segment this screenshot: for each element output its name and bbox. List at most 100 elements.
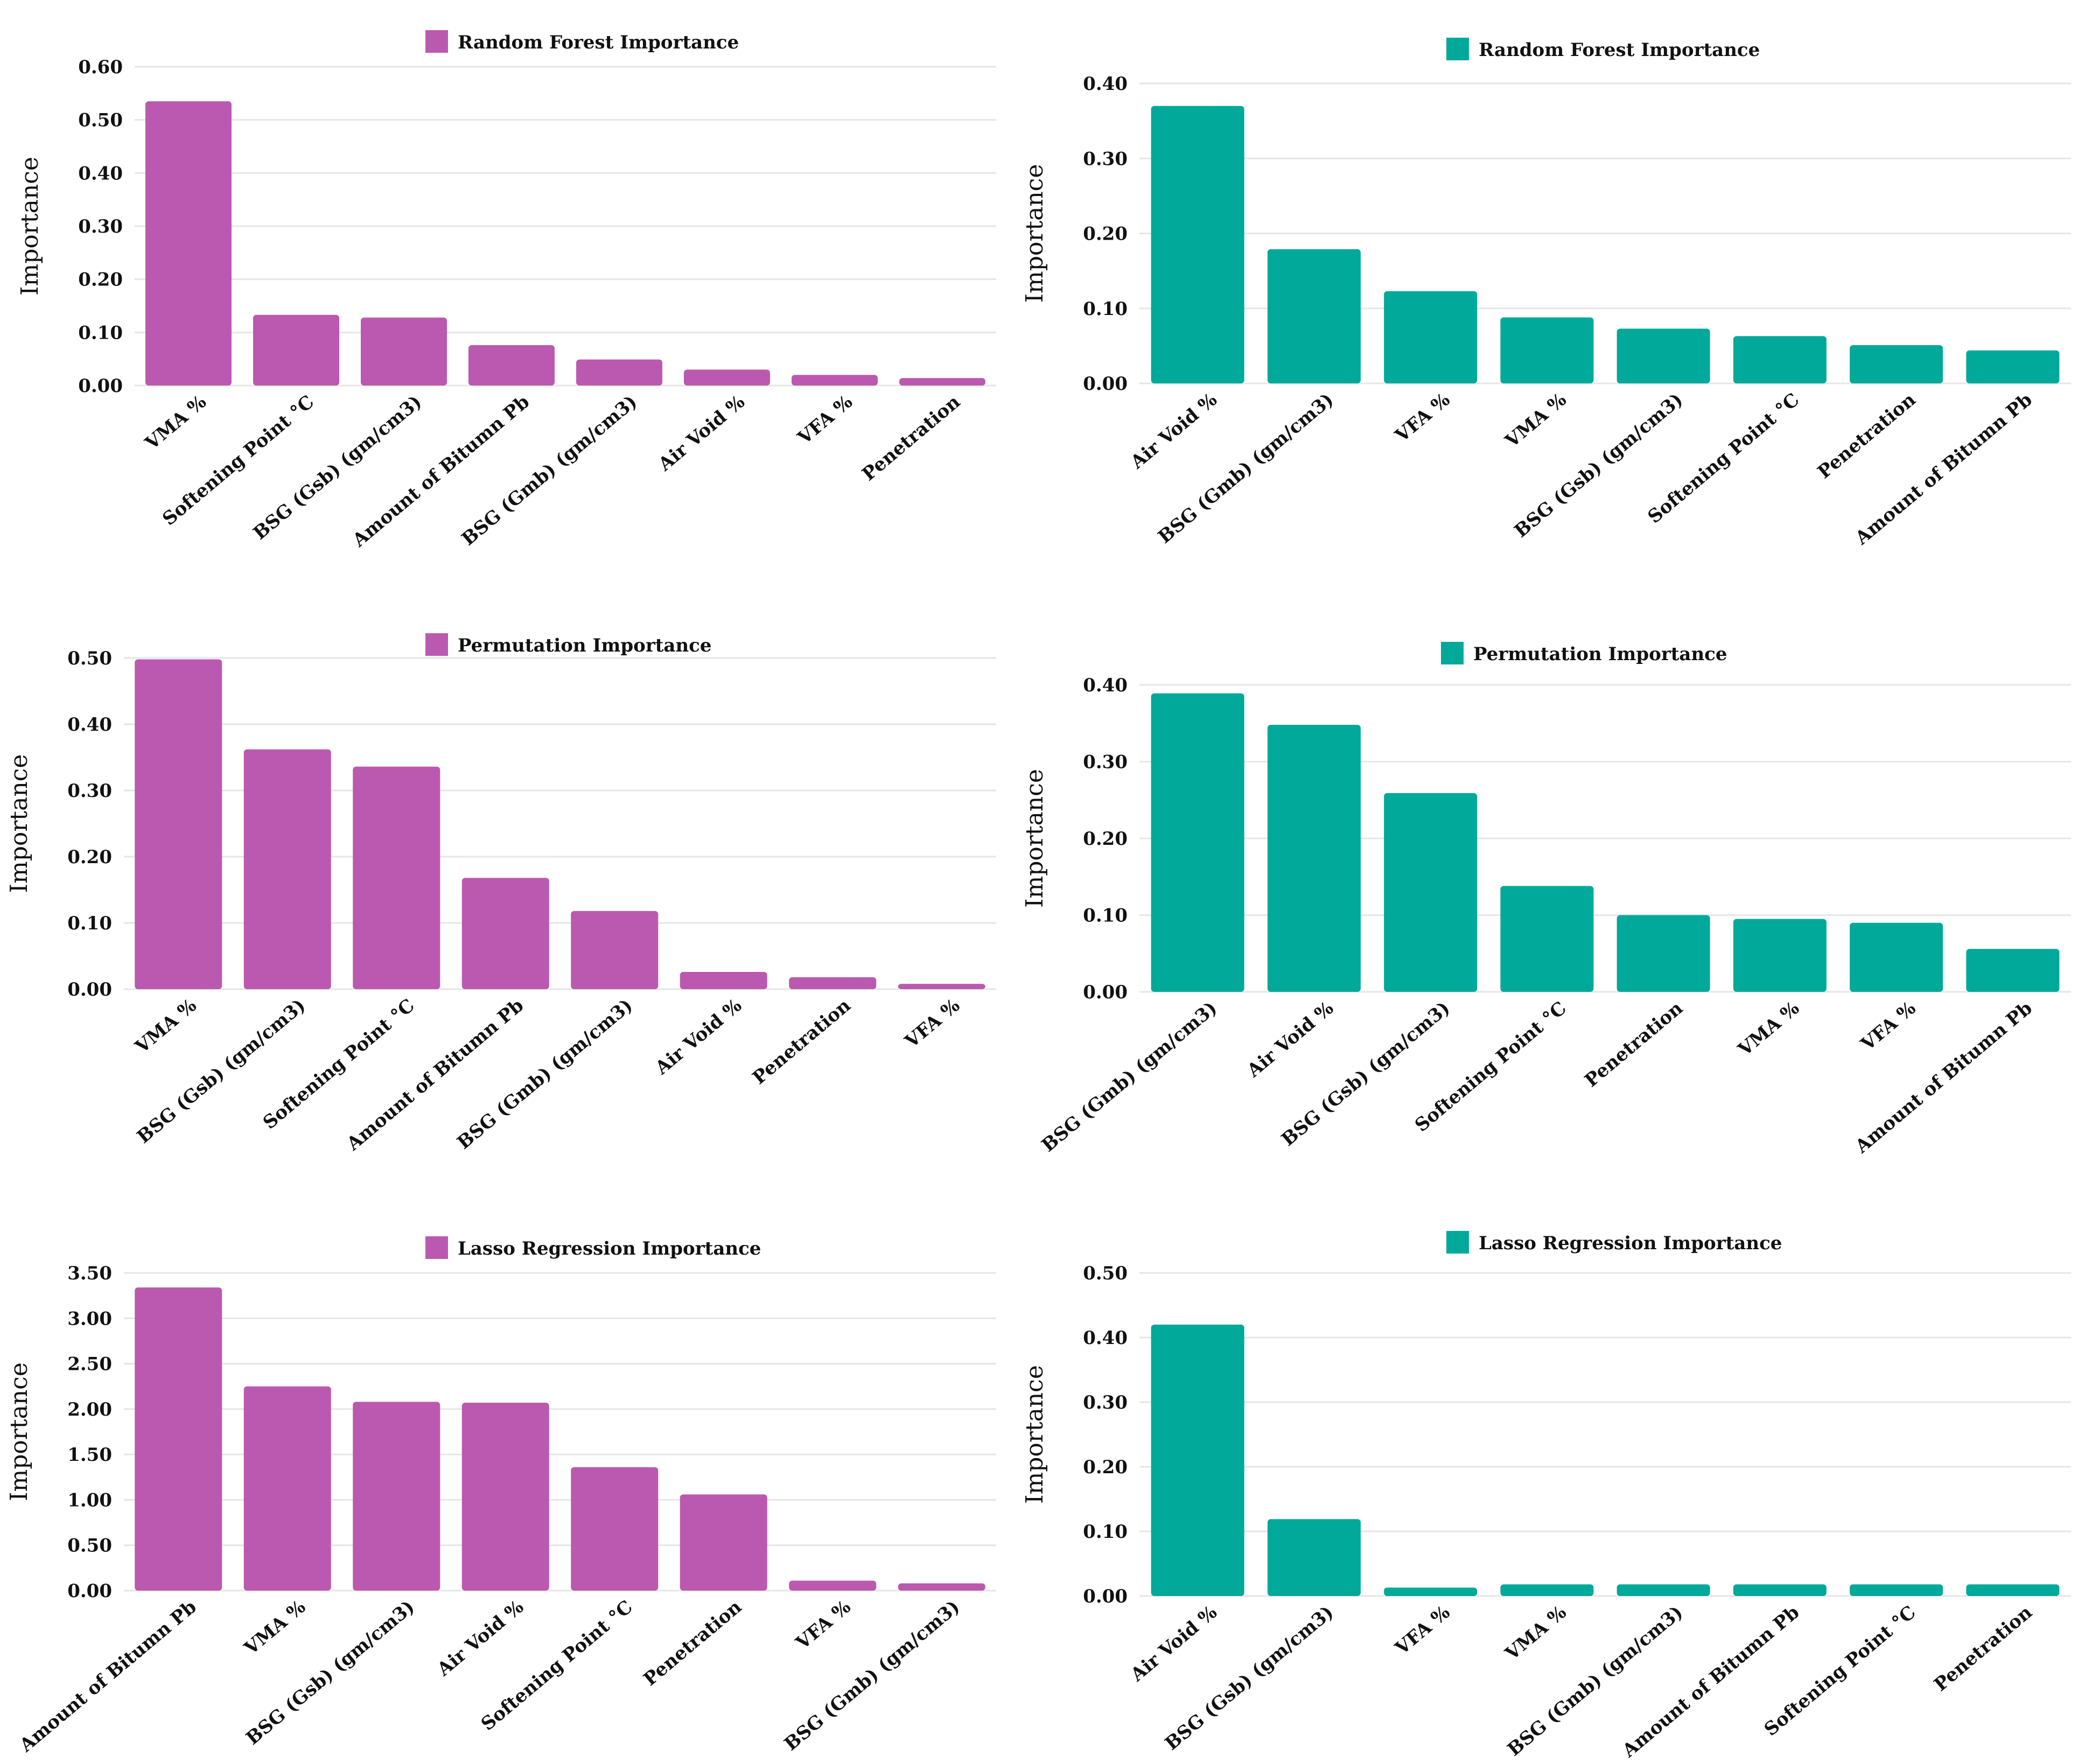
y-tick-label: 2.00 (67, 1399, 112, 1420)
x-tick-label: VMA % (1734, 997, 1804, 1061)
bar (899, 378, 985, 386)
panel-rf-right: 0.00 0.10 0.20 0.30 0.40 Importance Air Void %… (1021, 0, 2085, 588)
bar (1850, 922, 1943, 992)
bar (576, 359, 662, 386)
bar (243, 1386, 331, 1591)
legend-swatch (425, 633, 448, 656)
y-tick-label: 0.20 (78, 269, 123, 291)
chart-lasso-left: 0.00 0.50 1.00 1.50 2.00 2.50 3.00 3.50 Importan… (5, 1236, 996, 1756)
bar (898, 1583, 985, 1591)
y-axis-label: Importance (5, 754, 33, 893)
bar (1617, 328, 1710, 383)
y-tick-label: 0.00 (67, 1580, 112, 1602)
legend: Lasso Regression Importance (425, 1236, 761, 1259)
y-tick-label: 0.10 (1083, 1521, 1128, 1543)
x-tick-label: VFA % (1857, 997, 1920, 1055)
y-tick-label: 0.10 (78, 322, 123, 344)
y-axis-label: Importance (5, 1362, 33, 1501)
bar (468, 345, 555, 386)
y-tick-label: 0.30 (78, 216, 123, 237)
bar (789, 977, 877, 989)
bar (571, 911, 659, 989)
x-tick-label: VMA % (1501, 1601, 1571, 1665)
bar (353, 1402, 440, 1591)
bar (1966, 1584, 2060, 1596)
x-tick-label: VMA % (240, 1596, 310, 1660)
y-axis-label: Importance (1021, 164, 1048, 303)
x-tick-label: VFA % (1391, 389, 1454, 447)
chart-rf-right: 0.00 0.10 0.20 0.30 0.40 Importance Air Void %… (1021, 38, 2071, 549)
y-tick-label: 0.50 (1083, 1263, 1128, 1284)
x-tick-label: Amount of Bitumn Pb (15, 1596, 200, 1756)
bar (1151, 1325, 1244, 1596)
legend-label: Lasso Regression Importance (458, 1238, 761, 1259)
x-tick-label: VFA % (793, 391, 857, 449)
y-tick-label: 1.50 (67, 1444, 112, 1466)
x-tick-label: Penetration (640, 1596, 746, 1690)
y-tick-label: 0.10 (67, 913, 112, 934)
bar (135, 1287, 222, 1591)
legend-label: Random Forest Importance (458, 32, 739, 53)
bar (1733, 1584, 1827, 1596)
x-tick-label: Penetration (1580, 997, 1687, 1091)
y-tick-label: 0.10 (1083, 905, 1128, 927)
x-tick-label: VMA % (131, 995, 201, 1058)
bar (684, 369, 770, 386)
y-tick-label: 0.40 (67, 714, 112, 736)
bar (461, 878, 549, 989)
bar (1267, 725, 1361, 992)
bar (1267, 249, 1361, 383)
bar (680, 972, 767, 989)
legend-label: Lasso Regression Importance (1479, 1233, 1782, 1254)
legend: Random Forest Importance (1446, 38, 1760, 61)
x-tick-label: Air Void % (433, 1596, 528, 1681)
y-tick-label: 0.30 (67, 780, 112, 802)
x-tick-label: BSG (Gmb) (gm/cm3) (780, 1596, 964, 1755)
legend-swatch (1441, 642, 1464, 664)
y-tick-label: 0.40 (1083, 73, 1128, 95)
y-tick-label: 0.40 (1083, 1327, 1128, 1349)
legend: Random Forest Importance (425, 30, 739, 53)
y-tick-label: 3.50 (67, 1263, 112, 1284)
chart-perm-right: 0.00 0.10 0.20 0.30 0.40 Importance BSG (Gmb) … (1021, 642, 2071, 1158)
bar (898, 984, 985, 989)
y-tick-label: 1.00 (67, 1489, 112, 1511)
y-tick-label: 0.20 (67, 846, 112, 868)
chart-perm-left: 0.00 0.10 0.20 0.30 0.40 0.50 Importance VMA % B… (5, 633, 996, 1155)
panel-rf-left: 0.00 0.10 0.20 0.30 0.40 0.50 0.60 Importance VM… (0, 0, 1042, 588)
bar (1151, 106, 1244, 383)
bar (792, 375, 878, 386)
legend-swatch (1446, 1231, 1469, 1254)
legend-label: Permutation Importance (458, 635, 712, 656)
x-tick-label: VFA % (792, 1596, 855, 1654)
bar (1500, 317, 1594, 383)
y-tick-label: 0.50 (78, 110, 123, 131)
bar (135, 659, 222, 989)
legend: Permutation Importance (425, 633, 712, 656)
legend: Permutation Importance (1441, 642, 1727, 665)
bar (1850, 1584, 1943, 1596)
x-tick-label: VFA % (1391, 1601, 1454, 1660)
bar (1384, 291, 1478, 383)
y-tick-label: 0.20 (1083, 828, 1128, 850)
bar (461, 1403, 549, 1591)
y-tick-label: 0.50 (67, 1535, 112, 1557)
bar (1966, 949, 2060, 992)
y-tick-label: 0.00 (1083, 373, 1128, 395)
legend-label: Permutation Importance (1473, 643, 1727, 665)
y-tick-label: 0.00 (1083, 982, 1128, 1003)
y-axis-label: Importance (16, 157, 44, 296)
y-tick-label: 0.20 (1083, 1457, 1128, 1478)
bar (1733, 336, 1827, 383)
y-tick-label: 0.50 (67, 648, 112, 669)
y-tick-label: 0.00 (1083, 1586, 1128, 1607)
y-tick-label: 3.00 (67, 1308, 112, 1329)
bar (1966, 350, 2060, 383)
panel-perm-right: 0.00 0.10 0.20 0.30 0.40 Importance BSG (Gmb) … (1021, 588, 2085, 1176)
y-tick-label: 2.50 (67, 1354, 112, 1375)
y-tick-label: 0.30 (1083, 148, 1128, 170)
x-tick-label: Amount of Bitumn Pb (342, 995, 528, 1155)
panel-lasso-right: 0.00 0.10 0.20 0.30 0.40 0.50 Importance Air Vo… (1021, 1176, 2085, 1764)
x-tick-label: VFA % (900, 995, 964, 1053)
legend-swatch (425, 1236, 448, 1259)
